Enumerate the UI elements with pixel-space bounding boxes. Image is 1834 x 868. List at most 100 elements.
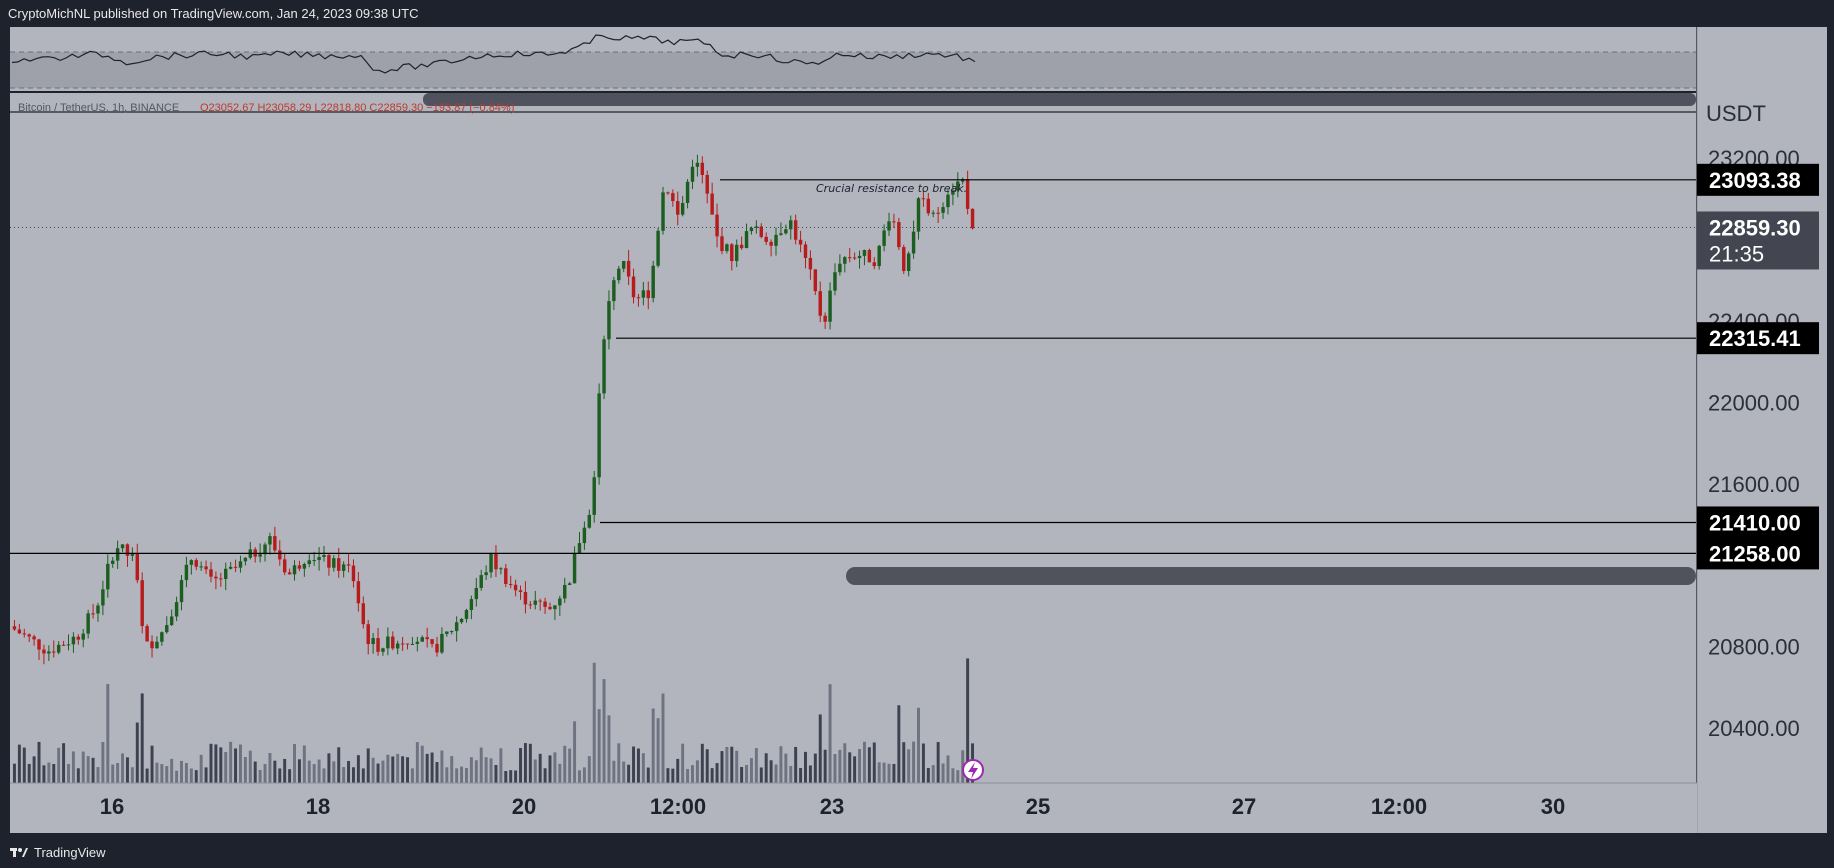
tradingview-logo-icon xyxy=(10,848,28,857)
svg-text:21258.00: 21258.00 xyxy=(1709,541,1801,566)
candle xyxy=(228,561,233,570)
time-axis[interactable] xyxy=(10,783,1697,833)
volume-bar xyxy=(833,754,837,783)
candle xyxy=(317,547,321,571)
publisher-line: CryptoMichNL published on TradingView.co… xyxy=(8,6,419,21)
candle xyxy=(243,557,248,566)
volume-bar xyxy=(656,718,660,783)
volume-bar xyxy=(307,760,311,783)
volume-bar xyxy=(641,753,645,783)
legend-symbol: Bitcoin / TetherUS, 1h, BINANCE xyxy=(18,102,179,114)
candle xyxy=(209,561,213,583)
volume-bar xyxy=(533,759,537,783)
candle xyxy=(184,556,189,588)
candle xyxy=(145,624,149,642)
candle xyxy=(400,636,405,651)
candle xyxy=(676,191,680,226)
volume-bar xyxy=(808,765,812,783)
candle xyxy=(818,281,822,323)
volume-bar xyxy=(135,722,139,783)
volume-bar xyxy=(253,761,257,783)
candle xyxy=(892,213,896,229)
price-level-label: 21410.00 xyxy=(1697,506,1819,539)
volume-bar xyxy=(455,768,459,783)
volume-bar xyxy=(130,767,134,783)
volume-bar xyxy=(882,762,886,783)
volume-bar xyxy=(445,767,449,783)
volume-bar xyxy=(96,767,100,783)
candle xyxy=(690,159,695,190)
volume-bar xyxy=(823,749,827,783)
volume-bar xyxy=(450,756,454,783)
candle xyxy=(287,568,292,575)
volume-bar xyxy=(214,744,218,783)
price-axis[interactable] xyxy=(1697,27,1827,833)
volume-bar xyxy=(622,761,626,783)
candle xyxy=(582,521,587,550)
volume-bar xyxy=(440,750,444,783)
volume-bar xyxy=(234,748,238,783)
volume-bar xyxy=(966,658,970,783)
volume-bar xyxy=(361,768,365,783)
volume-bar xyxy=(926,767,930,783)
candle xyxy=(558,595,562,616)
candle xyxy=(410,637,415,646)
volume-bar xyxy=(681,743,685,783)
volume-bar xyxy=(867,747,871,783)
candle xyxy=(106,554,110,598)
volume-bar xyxy=(568,748,572,783)
candle xyxy=(597,383,601,485)
x-tick-label: 25 xyxy=(1026,794,1050,819)
candle xyxy=(720,227,724,255)
volume-bar xyxy=(538,753,542,783)
candle xyxy=(302,562,307,577)
candle xyxy=(518,585,523,600)
volume-bar xyxy=(145,768,149,783)
volume-bar xyxy=(671,768,675,783)
candle xyxy=(42,644,46,665)
volume-bar xyxy=(391,756,395,783)
candle xyxy=(956,172,960,198)
volume-bar xyxy=(553,752,557,783)
candle xyxy=(882,224,886,252)
candle xyxy=(779,222,783,236)
candle xyxy=(621,260,626,273)
lightning-icon[interactable] xyxy=(962,759,984,781)
volume-bar xyxy=(376,763,380,783)
candle xyxy=(469,595,474,620)
volume-bar xyxy=(528,743,532,783)
volume-bar xyxy=(828,684,832,783)
volume-bar xyxy=(81,751,85,783)
volume-bar xyxy=(263,764,267,783)
candle xyxy=(17,623,22,635)
candle xyxy=(307,554,311,568)
volume-bar xyxy=(184,762,188,783)
volume-bar xyxy=(843,743,847,783)
candle xyxy=(61,640,66,647)
volume-bar xyxy=(892,763,896,783)
candle xyxy=(150,635,154,658)
candle xyxy=(346,553,351,573)
volume-bar xyxy=(582,767,586,783)
volume-bar xyxy=(735,750,739,783)
candle xyxy=(656,228,660,268)
volume-bar xyxy=(47,762,51,783)
candle xyxy=(872,257,876,270)
volume-bar xyxy=(371,757,375,783)
candle xyxy=(71,632,76,653)
candle xyxy=(47,645,51,662)
volume-bar xyxy=(32,756,36,783)
volume-bar xyxy=(818,714,822,783)
volume-bar xyxy=(121,753,125,783)
candle xyxy=(563,577,567,603)
volume-bar xyxy=(853,756,857,783)
volume-bar xyxy=(106,684,110,783)
candle xyxy=(405,643,410,650)
candle xyxy=(189,559,194,575)
candle xyxy=(22,628,27,638)
candle xyxy=(101,580,105,616)
volume-bar xyxy=(204,767,208,783)
candle xyxy=(833,263,837,296)
